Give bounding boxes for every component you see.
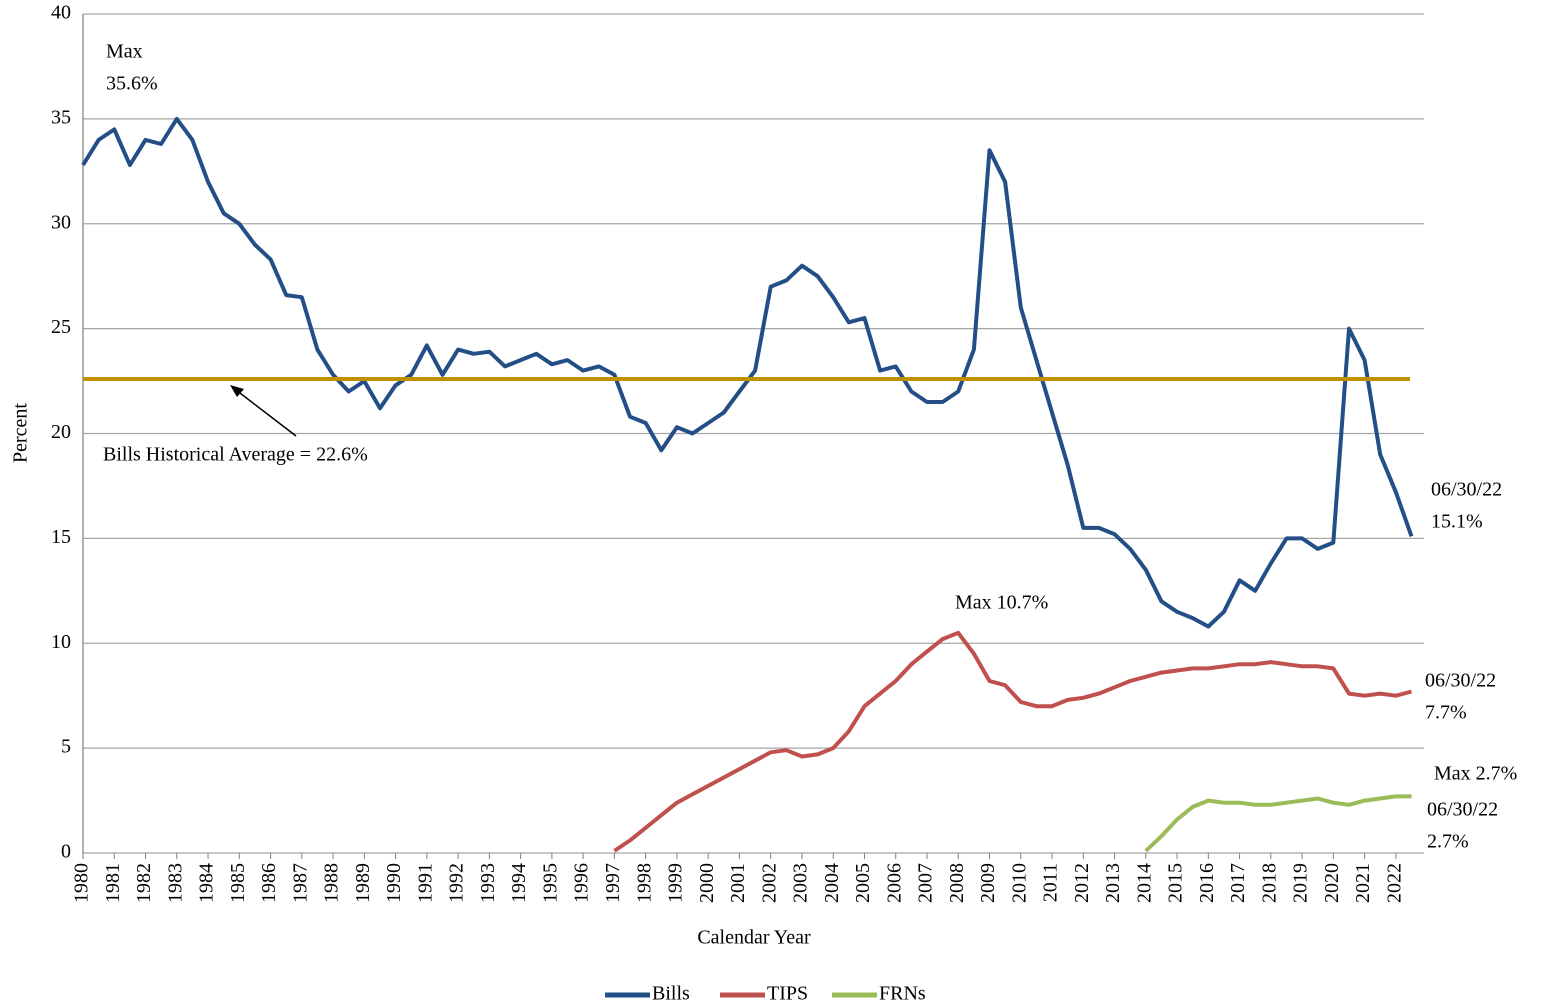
legend-label: FRNs <box>879 983 926 1005</box>
annotation: 06/30/22 <box>1427 799 1498 821</box>
annotation: Max <box>106 41 143 63</box>
x-tick-label: 1980 <box>71 863 93 903</box>
y-tick-label: 30 <box>51 211 71 233</box>
x-tick-label: 1985 <box>227 863 249 903</box>
x-axis-label: Calendar Year <box>697 927 811 949</box>
x-tick-label: 2017 <box>1227 863 1249 903</box>
x-tick-label: 2000 <box>696 863 718 903</box>
annotation: 06/30/22 <box>1425 670 1496 692</box>
x-tick-label: 1992 <box>446 863 468 903</box>
x-tick-label: 1995 <box>539 863 561 903</box>
y-tick-label: 0 <box>61 841 71 863</box>
x-tick-label: 1986 <box>258 863 280 903</box>
y-tick-label: 15 <box>51 526 71 548</box>
x-tick-label: 1988 <box>321 863 343 903</box>
x-tick-label: 1984 <box>196 863 218 903</box>
y-tick-label: 35 <box>51 106 71 128</box>
x-tick-label: 1991 <box>414 863 436 903</box>
annotation-arrow <box>235 389 297 437</box>
x-tick-label: 1981 <box>102 863 124 903</box>
x-tick-label: 2014 <box>1133 863 1155 903</box>
x-tick-label: 2001 <box>727 863 749 903</box>
x-tick-label: 2020 <box>1321 863 1343 903</box>
x-tick-label: 2022 <box>1383 863 1405 903</box>
x-tick-label: 2013 <box>1102 863 1124 903</box>
x-tick-label: 1990 <box>383 863 405 903</box>
x-tick-label: 2005 <box>852 863 874 903</box>
x-tick-label: 1993 <box>477 863 499 903</box>
x-tick-label: 2003 <box>790 863 812 903</box>
x-tick-label: 2016 <box>1196 863 1218 903</box>
annotation: 15.1% <box>1431 511 1483 533</box>
annotation: 06/30/22 <box>1431 479 1502 501</box>
x-tick-label: 1996 <box>571 863 593 903</box>
x-tick-label: 2009 <box>977 863 999 903</box>
x-tick-label: 2012 <box>1071 863 1093 903</box>
x-tick-label: 2021 <box>1352 863 1374 903</box>
x-tick-label: 2004 <box>821 863 843 903</box>
x-tick-label: 2007 <box>915 863 937 903</box>
y-tick-label: 20 <box>51 421 71 443</box>
x-tick-label: 2011 <box>1040 863 1062 902</box>
x-tick-label: 2002 <box>758 863 780 903</box>
annotation: Max 2.7% <box>1434 763 1517 785</box>
annotation: Max 10.7% <box>955 592 1048 614</box>
annotation: 2.7% <box>1427 831 1469 853</box>
y-tick-label: 5 <box>61 736 71 758</box>
y-axis-label: Percent <box>10 403 32 463</box>
average-label: Bills Historical Average = 22.6% <box>103 444 368 466</box>
series-line <box>1144 794 1412 853</box>
x-tick-label: 1997 <box>602 863 624 903</box>
x-tick-label: 1987 <box>289 863 311 903</box>
annotation: 35.6% <box>106 73 158 95</box>
x-tick-label: 2010 <box>1008 863 1030 903</box>
x-tick-label: 1994 <box>508 863 530 903</box>
series-line <box>81 116 1414 629</box>
series-line <box>613 630 1413 853</box>
y-tick-label: 40 <box>51 2 71 24</box>
x-tick-label: 2008 <box>946 863 968 903</box>
x-tick-label: 2019 <box>1290 863 1312 903</box>
y-tick-label: 25 <box>51 316 71 338</box>
x-tick-label: 2015 <box>1165 863 1187 903</box>
x-tick-label: 1989 <box>352 863 374 903</box>
annotation: 7.7% <box>1425 702 1467 724</box>
x-tick-label: 1982 <box>133 863 155 903</box>
x-tick-label: 2018 <box>1258 863 1280 903</box>
x-tick-label: 1998 <box>633 863 655 903</box>
x-tick-label: 1983 <box>164 863 186 903</box>
y-tick-label: 10 <box>51 631 71 653</box>
x-tick-label: 2006 <box>883 863 905 903</box>
arrow-head <box>230 385 244 397</box>
x-tick-label: 1999 <box>665 863 687 903</box>
legend-label: Bills <box>652 983 690 1005</box>
legend-label: TIPS <box>767 983 808 1005</box>
